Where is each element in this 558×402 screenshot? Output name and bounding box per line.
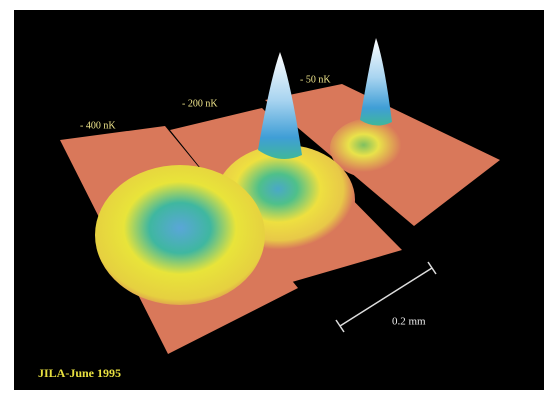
temperature-label: - 400 nK (80, 120, 116, 131)
temperature-label: - 50 nK (300, 74, 331, 85)
cloud-left (95, 165, 265, 305)
credit: JILA-June 1995 (38, 366, 121, 380)
figure: - 400 nK - 200 nK - 50 nK 0.2 mm JILA-Ju… (0, 0, 558, 402)
scale-label: 0.2 mm (392, 316, 426, 328)
temperature-label: - 200 nK (182, 98, 218, 109)
page: - 400 nK - 200 nK - 50 nK 0.2 mm JILA-Ju… (0, 0, 558, 402)
